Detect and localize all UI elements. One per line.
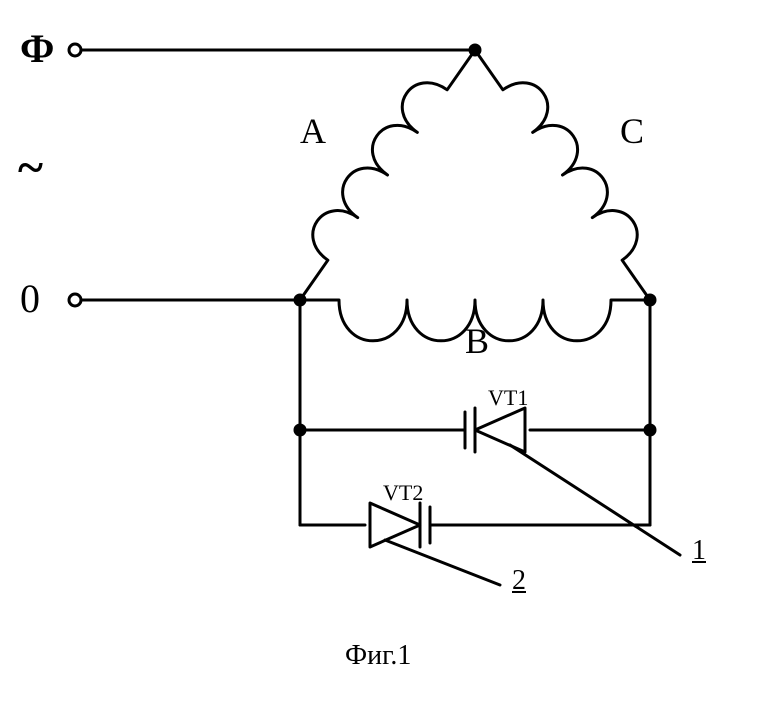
- vt2-label: VT2: [383, 480, 423, 506]
- ac-symbol: ~: [18, 140, 43, 195]
- winding-a-label: A: [300, 110, 326, 152]
- circuit-diagram: [0, 0, 780, 721]
- ref2-label: 2: [512, 565, 526, 597]
- phase-label: Ф: [20, 25, 54, 72]
- winding-b-label: B: [465, 320, 489, 362]
- winding-c-label: C: [620, 110, 644, 152]
- figure-caption: Фиг.1: [345, 640, 411, 672]
- neutral-label: 0: [20, 275, 40, 322]
- vt1-label: VT1: [488, 385, 528, 411]
- ref1-label: 1: [692, 535, 706, 567]
